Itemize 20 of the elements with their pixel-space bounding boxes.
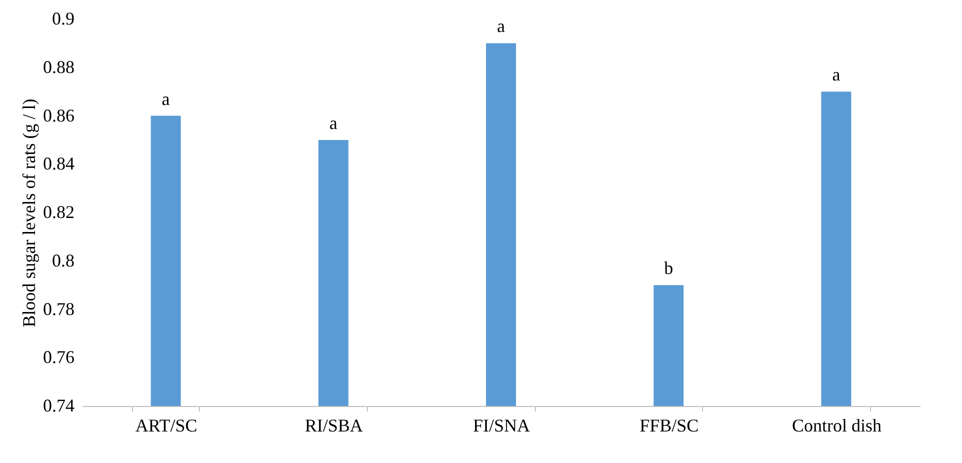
annotation: b <box>664 258 674 278</box>
y-tick-label: 0.9 <box>52 8 74 28</box>
y-tick-label: 0.82 <box>43 202 74 222</box>
x-tick-label: ART/SC <box>135 416 198 436</box>
y-tick-label: 0.74 <box>43 396 74 416</box>
y-tick-label: 0.86 <box>43 105 74 126</box>
annotation: a <box>497 16 505 36</box>
y-tick-label: 0.78 <box>43 298 74 319</box>
x-tick-label: FI/SNA <box>472 416 530 436</box>
y-tick-label: 0.84 <box>43 154 74 174</box>
y-tick-label: 0.8 <box>52 250 74 270</box>
annotation: a <box>832 64 840 85</box>
x-tick-label: Control dish <box>792 416 882 436</box>
annotation: a <box>329 112 338 133</box>
y-tick-label: 0.88 <box>43 56 74 77</box>
annotation: a <box>162 88 170 109</box>
x-tick-label: FFB/SC <box>640 416 699 436</box>
y-tick-label: 0.76 <box>43 347 74 368</box>
y-axis-title: Blood sugar levels of rats (g / l) <box>19 98 39 328</box>
x-tick-label: RI/SBA <box>304 416 363 436</box>
